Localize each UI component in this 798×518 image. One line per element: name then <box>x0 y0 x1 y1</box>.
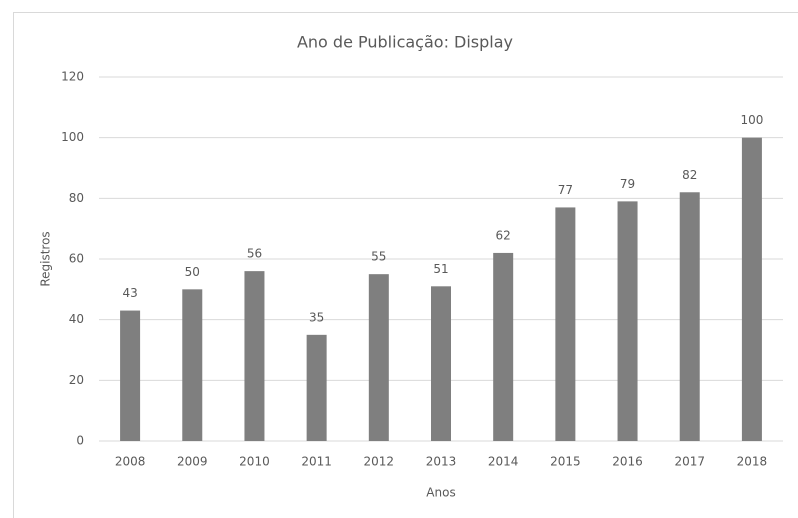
x-tick-label: 2011 <box>301 455 332 469</box>
x-tick-label: 2013 <box>426 455 457 469</box>
y-axis-title: Registros <box>39 231 53 286</box>
y-tick-label: 0 <box>76 434 84 448</box>
y-tick-label: 120 <box>61 70 84 84</box>
bar <box>679 192 700 441</box>
data-label: 56 <box>247 247 262 261</box>
data-label: 100 <box>740 113 763 127</box>
x-tick-label: 2015 <box>550 455 581 469</box>
bar <box>493 252 514 441</box>
data-label: 62 <box>496 228 511 242</box>
x-tick-label: 2016 <box>612 455 643 469</box>
y-tick-label: 100 <box>61 130 84 144</box>
x-axis-title: Anos <box>426 486 455 500</box>
bar <box>306 334 327 441</box>
x-tick-label: 2009 <box>177 455 208 469</box>
x-tick-label: 2018 <box>737 455 768 469</box>
x-tick-label: 2014 <box>488 455 519 469</box>
y-tick-label: 20 <box>69 373 84 387</box>
x-tick-label: 2008 <box>115 455 146 469</box>
data-label: 82 <box>682 168 697 182</box>
bar <box>555 207 576 441</box>
x-tick-label: 2012 <box>364 455 395 469</box>
data-label: 55 <box>371 250 386 264</box>
y-tick-label: 80 <box>69 191 84 205</box>
data-label: 51 <box>433 262 448 276</box>
data-label: 77 <box>558 183 573 197</box>
y-tick-label: 60 <box>69 252 84 266</box>
y-tick-label: 40 <box>69 312 84 326</box>
data-label: 79 <box>620 177 635 191</box>
bar <box>182 289 203 441</box>
bar <box>368 274 389 441</box>
bar <box>244 271 265 441</box>
chart-title: Ano de Publicação: Display <box>297 33 513 52</box>
data-label: 50 <box>185 265 200 279</box>
chart-border <box>13 12 798 518</box>
bar <box>741 137 762 441</box>
data-label: 35 <box>309 310 324 324</box>
bar <box>120 310 141 441</box>
x-tick-label: 2017 <box>674 455 705 469</box>
data-label: 43 <box>122 286 137 300</box>
bar <box>617 201 638 441</box>
bar <box>431 286 451 441</box>
x-tick-label: 2010 <box>239 455 270 469</box>
